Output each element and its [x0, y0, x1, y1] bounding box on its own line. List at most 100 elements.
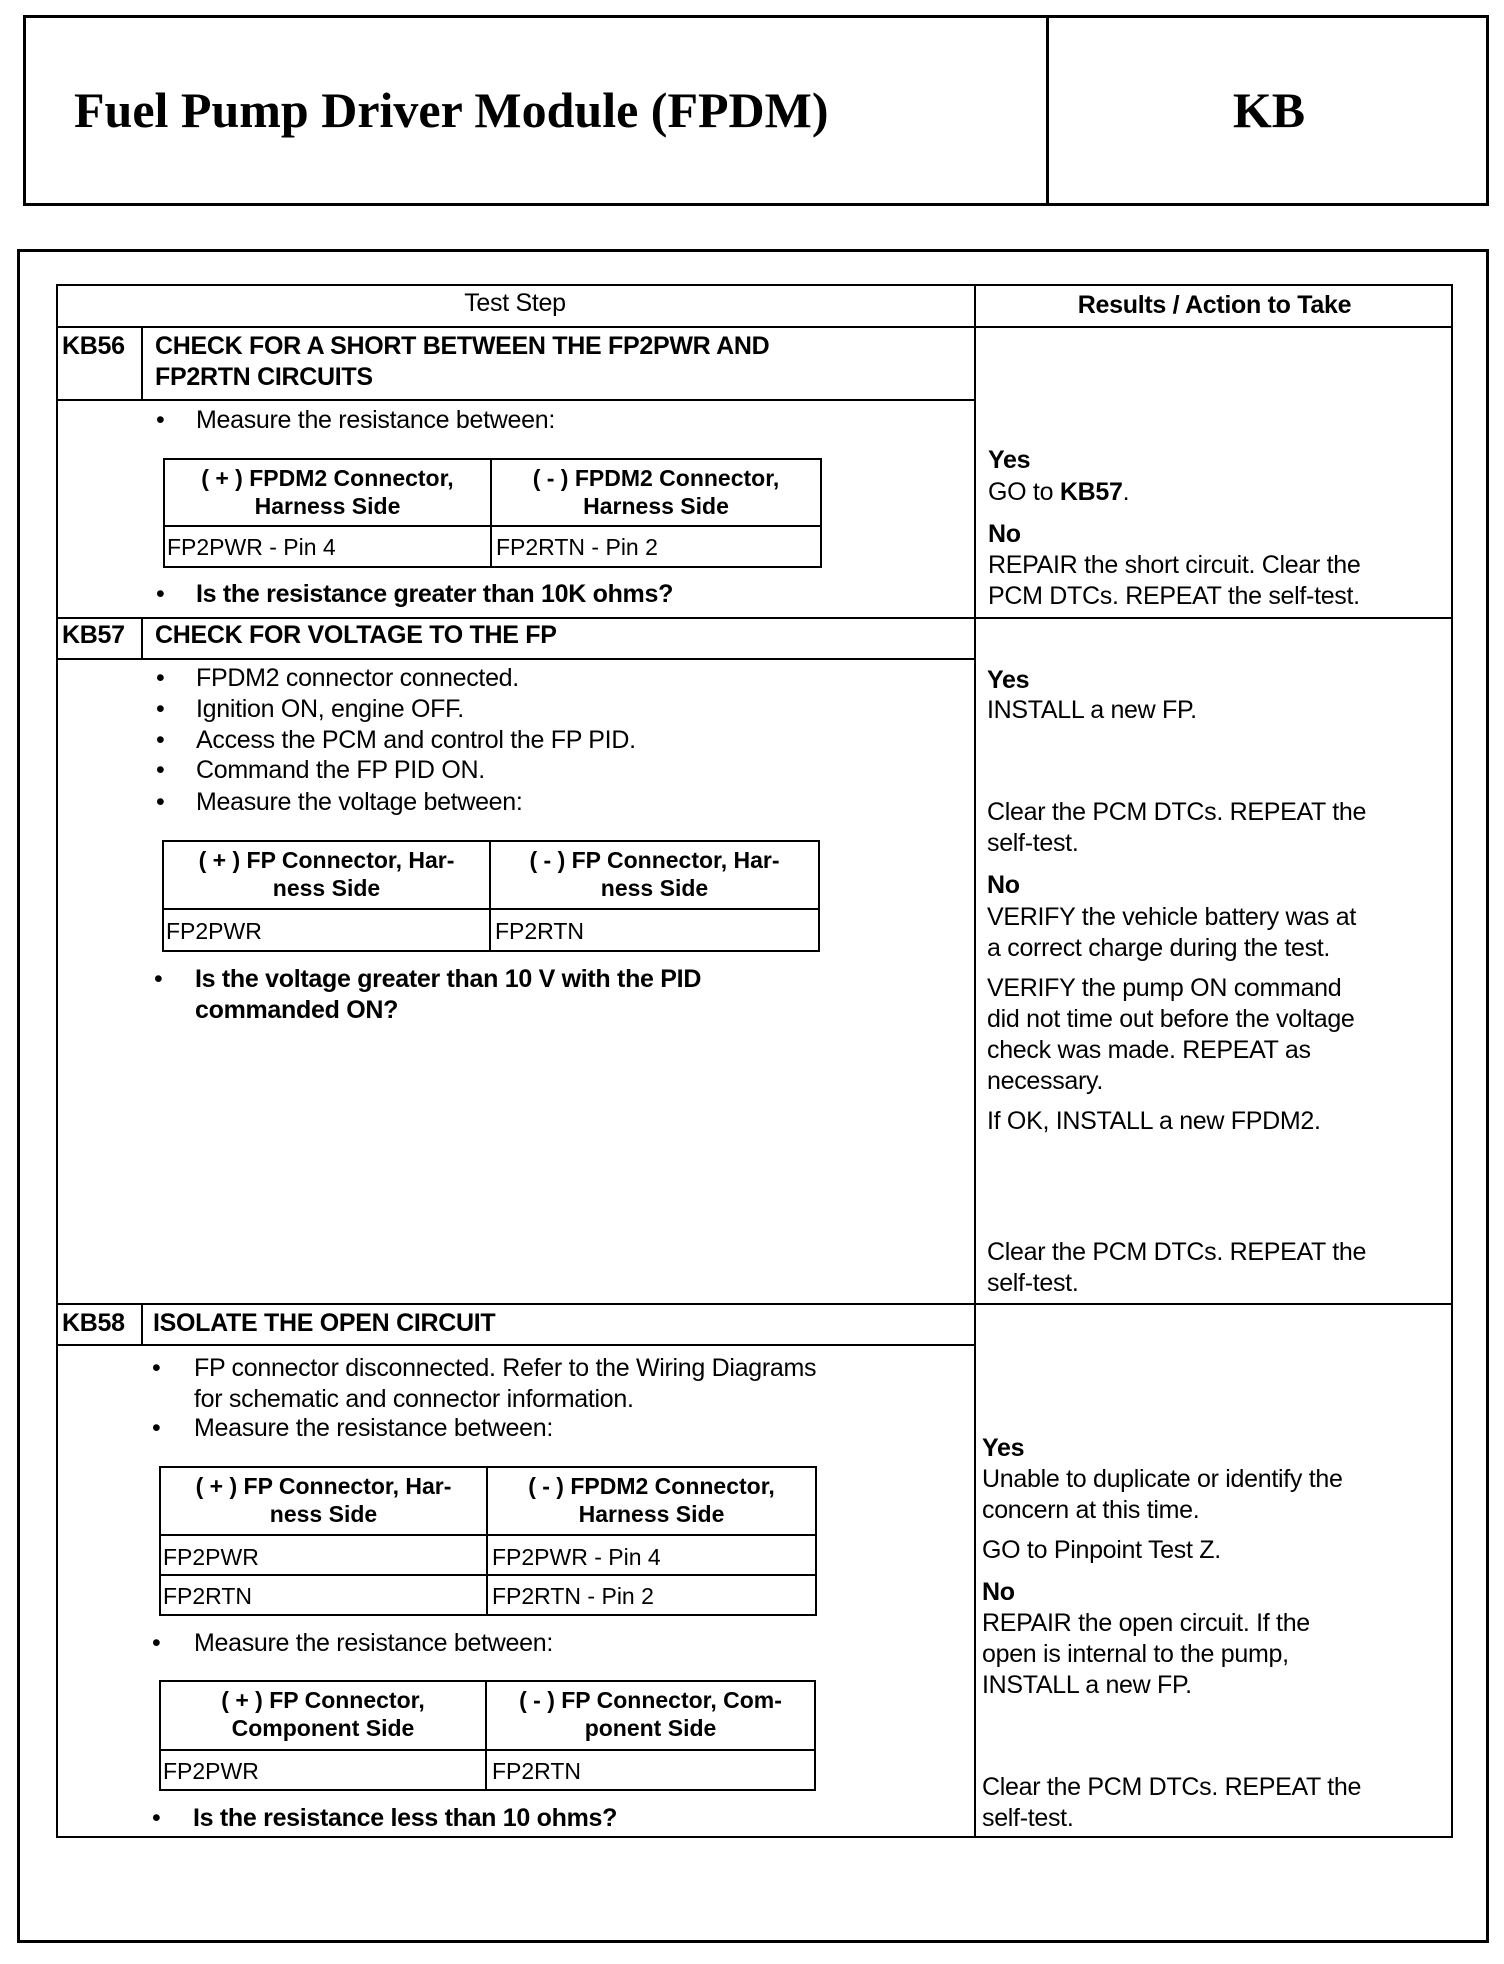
- bullet-icon: •: [156, 695, 165, 723]
- bullet-icon: •: [156, 406, 165, 434]
- meas-value: FP2PWR - Pin 4: [167, 534, 336, 560]
- go-to-text: GO to: [988, 478, 1060, 506]
- meas-header-positive: ( + ) FPDM2 Connector, Harness Side: [201, 465, 454, 519]
- header-box: [23, 15, 1489, 206]
- bullet-icon: •: [156, 756, 165, 784]
- row-divider: [56, 617, 1453, 619]
- result-yes-text: GO to KB57.: [988, 477, 1130, 508]
- period: .: [1122, 478, 1130, 506]
- instruction: Measure the voltage between:: [196, 788, 523, 816]
- cell-divider: [163, 525, 822, 527]
- step-id: KB56: [62, 332, 125, 360]
- step-title: ISOLATE THE OPEN CIRCUIT: [153, 1309, 496, 1337]
- meas-value: FP2PWR - Pin 4: [492, 1544, 661, 1570]
- result-yes-text: GO to Pinpoint Test Z.: [982, 1536, 1221, 1564]
- cell-divider: [486, 1466, 488, 1616]
- cell-divider: [162, 908, 820, 910]
- bullet-icon: •: [152, 1414, 161, 1442]
- result-no-text: VERIFY the vehicle battery was at a corr…: [987, 903, 1356, 962]
- cell-divider: [490, 458, 492, 568]
- result-no: No: [982, 1578, 1015, 1606]
- cell-divider: [485, 1680, 487, 1791]
- meas-header-negative: ( - ) FPDM2 Connector, Harness Side: [528, 1473, 775, 1527]
- title-underline: [56, 1344, 974, 1346]
- column-divider: [974, 284, 976, 1838]
- instruction: Measure the resistance between:: [194, 1629, 553, 1657]
- bullet-icon: •: [152, 1804, 161, 1832]
- content-box: [17, 249, 1489, 1943]
- instruction: Ignition ON, engine OFF.: [196, 695, 464, 723]
- row-divider: [56, 1303, 1453, 1305]
- bullet-icon: •: [156, 664, 165, 692]
- measurement-table: [159, 1680, 816, 1791]
- instruction: Access the PCM and control the FP PID.: [196, 726, 636, 754]
- result-no: No: [987, 871, 1020, 899]
- bullet-icon: •: [154, 965, 163, 993]
- bullet-icon: •: [156, 788, 165, 816]
- page-title: Fuel Pump Driver Module (FPDM): [74, 82, 829, 138]
- section-code: KB: [1232, 82, 1306, 138]
- measurement-table: [159, 1466, 817, 1616]
- result-no-text: REPAIR the short circuit. Clear the PCM …: [988, 551, 1361, 610]
- step-title: CHECK FOR A SHORT BETWEEN THE FP2PWR AND…: [155, 332, 770, 391]
- meas-value: FP2PWR: [163, 1544, 259, 1570]
- col-header-results: Results / Action to Take: [1077, 291, 1352, 319]
- result-yes: Yes: [988, 446, 1031, 474]
- meas-value: FP2RTN: [163, 1583, 253, 1609]
- instruction: FPDM2 connector connected.: [196, 664, 519, 692]
- bullet-icon: •: [156, 726, 165, 754]
- col-header-test-step: Test Step: [464, 289, 566, 317]
- result-yes-clear: Clear the PCM DTCs. REPEAT the self-test…: [987, 798, 1367, 857]
- meas-header-positive: ( + ) FP Connector, Har- ness Side: [198, 847, 455, 901]
- result-no-clear: Clear the PCM DTCs. REPEAT the self-test…: [987, 1238, 1367, 1297]
- cell-divider: [489, 840, 491, 952]
- step-id: KB58: [62, 1309, 125, 1337]
- id-divider: [141, 618, 143, 659]
- cell-divider: [159, 1534, 817, 1536]
- meas-value: FP2PWR: [166, 918, 262, 944]
- instruction: Command the FP PID ON.: [196, 756, 485, 784]
- instruction: Measure the resistance between:: [194, 1414, 553, 1442]
- meas-value: FP2RTN - Pin 2: [496, 534, 658, 560]
- meas-value: FP2RTN: [492, 1758, 582, 1784]
- result-yes: Yes: [982, 1434, 1025, 1462]
- title-underline: [56, 399, 974, 401]
- result-yes: Yes: [987, 666, 1030, 694]
- question: Is the voltage greater than 10 V with th…: [195, 965, 702, 1024]
- title-underline: [56, 658, 974, 660]
- result-no-text: REPAIR the open circuit. If the open is …: [982, 1609, 1310, 1699]
- step-reference: KB57: [1059, 478, 1123, 506]
- result-yes-text: INSTALL a new FP.: [987, 696, 1197, 724]
- bullet-icon: •: [152, 1629, 161, 1657]
- meas-header-positive: ( + ) FP Connector, Har- ness Side: [195, 1473, 452, 1527]
- question: Is the resistance less than 10 ohms?: [193, 1804, 618, 1832]
- step-id: KB57: [62, 621, 125, 649]
- step-title: CHECK FOR VOLTAGE TO THE FP: [155, 621, 557, 649]
- bullet-icon: •: [156, 580, 165, 608]
- test-table: [56, 284, 1453, 1838]
- id-divider: [141, 326, 143, 399]
- result-no-text: VERIFY the pump ON command did not time …: [987, 974, 1355, 1095]
- instruction: Measure the resistance between:: [196, 406, 555, 434]
- result-yes-text: Unable to duplicate or identify the conc…: [982, 1465, 1343, 1524]
- meas-value: FP2RTN - Pin 2: [492, 1583, 654, 1609]
- meas-header-negative: ( - ) FPDM2 Connector, Harness Side: [532, 465, 780, 519]
- meas-value: FP2RTN: [495, 918, 585, 944]
- meas-value: FP2PWR: [163, 1758, 259, 1784]
- meas-header-negative: ( - ) FP Connector, Har- ness Side: [529, 847, 780, 901]
- result-no-clear: Clear the PCM DTCs. REPEAT the self-test…: [982, 1773, 1362, 1832]
- cell-divider: [159, 1574, 817, 1576]
- bullet-icon: •: [152, 1354, 161, 1382]
- result-no-text: If OK, INSTALL a new FPDM2.: [987, 1107, 1321, 1135]
- result-no: No: [988, 520, 1021, 548]
- measurement-table: [162, 840, 820, 952]
- meas-header-positive: ( + ) FP Connector, Component Side: [221, 1687, 425, 1741]
- instruction: FP connector disconnected. Refer to the …: [194, 1354, 817, 1413]
- measurement-table: [163, 458, 822, 568]
- header-divider: [1046, 15, 1049, 206]
- question: Is the resistance greater than 10K ohms?: [196, 580, 674, 608]
- cell-divider: [159, 1749, 816, 1751]
- meas-header-negative: ( - ) FP Connector, Com- ponent Side: [519, 1687, 782, 1741]
- id-divider: [141, 1304, 143, 1345]
